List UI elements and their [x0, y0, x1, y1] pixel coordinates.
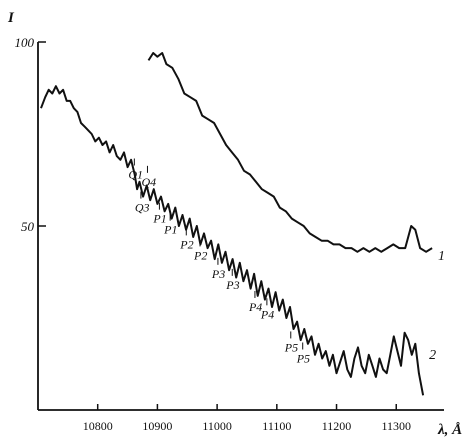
x-tick-label: 10900 [142, 419, 172, 433]
annotation-label: Q1 [128, 167, 143, 181]
series-label: 2 [429, 348, 436, 363]
x-tick-label: 11000 [202, 419, 232, 433]
annotation-label: Q3 [135, 201, 150, 215]
x-tick-label: 10800 [83, 419, 113, 433]
x-axis-label: λ, Å [437, 422, 462, 438]
y-tick-label: 100 [15, 35, 35, 50]
annotation-label: P5 [296, 351, 310, 365]
annotation-label: P3 [211, 267, 225, 281]
y-axis-label: I [7, 10, 15, 26]
annotation-label: P1 [163, 223, 177, 237]
series-label: 1 [438, 249, 445, 264]
x-tick-label: 11100 [262, 419, 291, 433]
annotation-label: P5 [284, 340, 298, 354]
y-tick-label: 50 [21, 219, 35, 234]
annotation-label: P3 [225, 278, 239, 292]
series-line-1 [147, 52, 433, 253]
x-tick-label: 11300 [381, 419, 411, 433]
series-line-2 [40, 85, 425, 396]
annotation-label: Q4 [141, 175, 156, 189]
annotation-label: P4 [260, 307, 274, 321]
x-tick-label: 11200 [322, 419, 352, 433]
annotation-label: P1 [152, 212, 166, 226]
annotation-label: P2 [193, 248, 207, 262]
annotation-label: P4 [248, 300, 262, 314]
annotation-label: P2 [179, 237, 193, 251]
